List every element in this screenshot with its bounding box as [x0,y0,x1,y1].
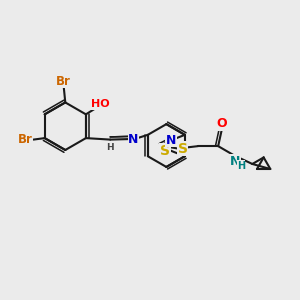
Text: S: S [178,142,188,155]
Text: S: S [160,144,170,158]
Text: HO: HO [92,99,110,109]
Text: Br: Br [18,133,32,146]
Text: Br: Br [56,74,71,88]
Text: N: N [128,133,139,146]
Text: N: N [166,134,176,147]
Text: N: N [230,155,240,168]
Text: O: O [216,117,227,130]
Text: H: H [237,161,245,171]
Text: H: H [106,143,114,152]
